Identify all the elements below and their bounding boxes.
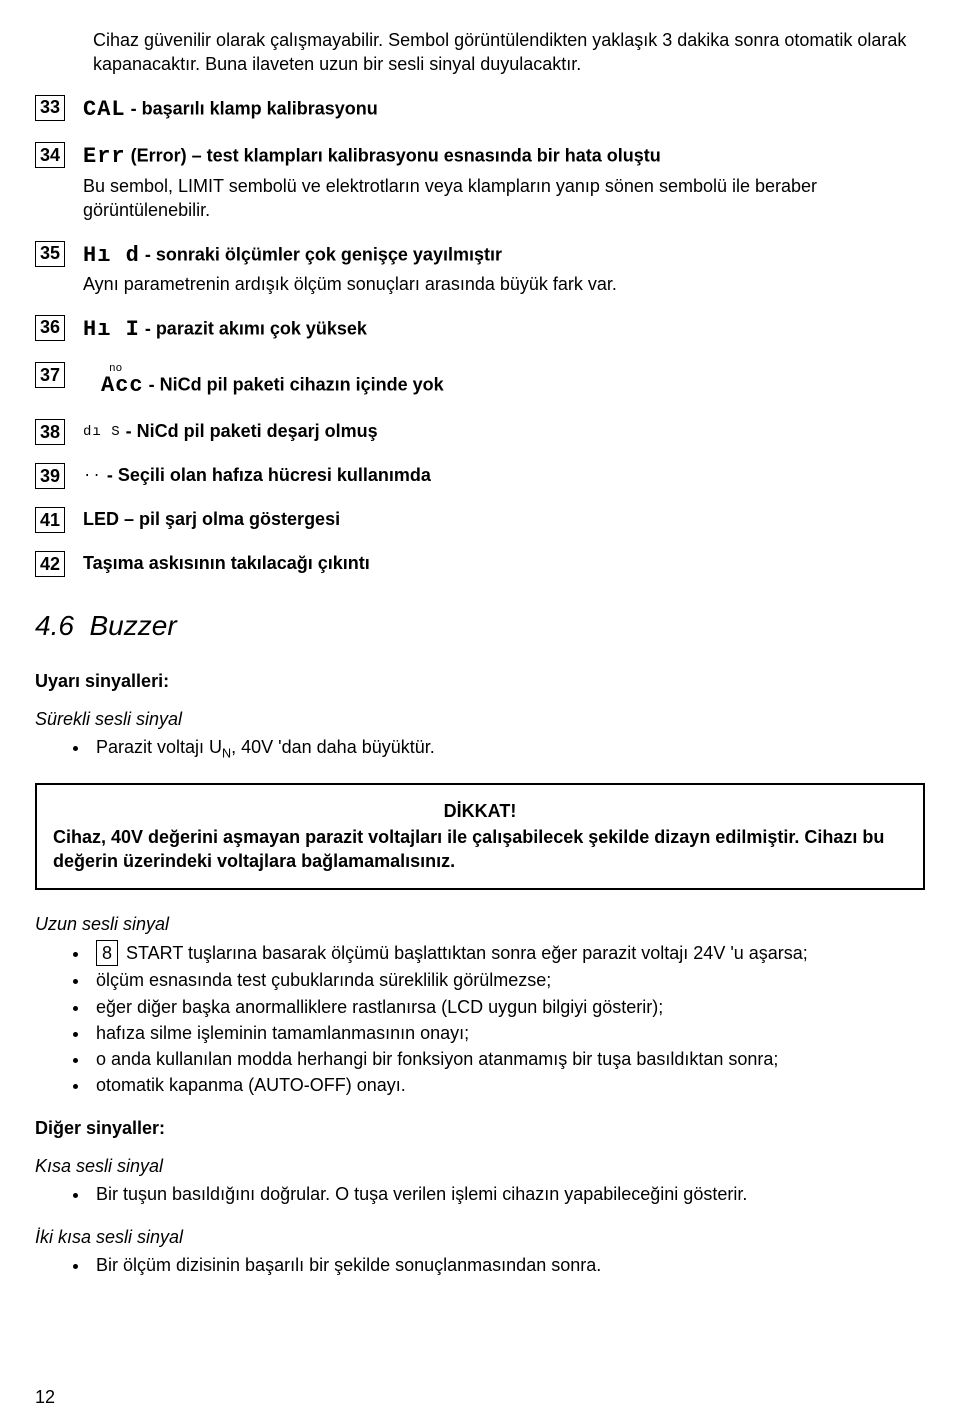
- display-symbol: Acc: [101, 373, 144, 398]
- item-sub-description: Bu sembol, LIMIT sembolü ve elektrotları…: [83, 174, 925, 223]
- item-description: sonraki ölçümler çok genişçe yayılmıştır: [156, 244, 502, 264]
- item-sub-description: Aynı parametrenin ardışık ölçüm sonuçlar…: [83, 272, 925, 296]
- list-item: o anda kullanılan modda herhangi bir fon…: [90, 1047, 925, 1071]
- item-line: Acc - NiCd pil paketi cihazın içinde yok: [83, 371, 925, 401]
- item-number-box: 41: [35, 507, 65, 533]
- continuous-signal-title: Sürekli sesli sinyal: [35, 707, 925, 731]
- warning-box: DİKKAT! Cihaz, 40V değerini aşmayan para…: [35, 783, 925, 890]
- list-item: Parazit voltajı UN, 40V 'dan daha büyükt…: [90, 735, 925, 763]
- display-symbol: dı S: [83, 424, 121, 440]
- separator: -: [140, 244, 156, 264]
- warning-text: Cihaz, 40V değerini aşmayan parazit volt…: [53, 825, 907, 874]
- item-line: dı S - NiCd pil paketi deşarj olmuş: [83, 419, 925, 443]
- item-body: LED – pil şarj olma göstergesi: [83, 507, 925, 531]
- numbered-item: 34 Err (Error) – test klampları kalibrasy…: [35, 142, 925, 222]
- item-body: Taşıma askısının takılacağı çıkıntı: [83, 551, 925, 575]
- item-number-box: 38: [35, 419, 65, 445]
- numbered-item: 33 CAL - başarılı klamp kalibrasyonu: [35, 95, 925, 125]
- item-body: Err (Error) – test klampları kalibrasyon…: [83, 142, 925, 222]
- warning-title: DİKKAT!: [53, 799, 907, 823]
- numbered-item: 42 Taşıma askısının takılacağı çıkıntı: [35, 551, 925, 577]
- list-item: eğer diğer başka anormalliklere rastlanı…: [90, 995, 925, 1019]
- item-line: CAL - başarılı klamp kalibrasyonu: [83, 95, 925, 125]
- items-list: 33 CAL - başarılı klamp kalibrasyonu 34 Err…: [35, 95, 925, 577]
- text: , 40V 'dan daha büyüktür.: [231, 737, 435, 757]
- item-body: Hı d - sonraki ölçümler çok genişçe yayı…: [83, 241, 925, 297]
- long-bullets: 8 START tuşlarına basarak ölçümü başlatt…: [35, 940, 925, 1098]
- item-number-box: 37: [35, 362, 65, 388]
- item-body: ·· - Seçili olan hafıza hücresi kullanım…: [83, 463, 925, 487]
- item-description: NiCd pil paketi cihazın içinde yok: [160, 375, 444, 395]
- numbered-item: 38 dı S - NiCd pil paketi deşarj olmuş: [35, 419, 925, 445]
- item-description: parazit akımı çok yüksek: [156, 318, 367, 338]
- numbered-item: 35 Hı d - sonraki ölçümler çok genişçe ya…: [35, 241, 925, 297]
- item-line: Taşıma askısının takılacağı çıkıntı: [83, 551, 925, 575]
- separator: -: [126, 98, 142, 118]
- item-plain-text: Taşıma askısının takılacağı çıkıntı: [83, 553, 370, 573]
- list-item: 8 START tuşlarına basarak ölçümü başlatt…: [90, 940, 925, 966]
- display-symbol: Hı d: [83, 243, 140, 268]
- display-symbol: Hı I: [83, 317, 140, 342]
- list-item: ölçüm esnasında test çubuklarında sürekl…: [90, 968, 925, 992]
- section-number: 4.6: [35, 610, 74, 641]
- separator: -: [121, 421, 137, 441]
- display-symbol: Err: [83, 144, 126, 169]
- long-signal-title: Uzun sesli sinyal: [35, 912, 925, 936]
- text: START tuşlarına basarak ölçümü başlattık…: [126, 943, 808, 963]
- numbered-item: 37 noAcc - NiCd pil paketi cihazın içinde…: [35, 362, 925, 401]
- item-line: Hı d - sonraki ölçümler çok genişçe yayı…: [83, 241, 925, 271]
- numbered-item: 41 LED – pil şarj olma göstergesi: [35, 507, 925, 533]
- list-item: hafıza silme işleminin tamamlanmasının o…: [90, 1021, 925, 1045]
- item-line: Err (Error) – test klampları kalibrasyon…: [83, 142, 925, 172]
- subscript: N: [222, 747, 231, 761]
- item-line: LED – pil şarj olma göstergesi: [83, 507, 925, 531]
- intro-text: Cihaz güvenilir olarak çalışmayabilir. S…: [35, 28, 925, 77]
- other-signals-label: Diğer sinyaller:: [35, 1116, 925, 1140]
- display-symbol: ··: [83, 468, 102, 484]
- item-body: noAcc - NiCd pil paketi cihazın içinde y…: [83, 362, 925, 401]
- section-title-text: Buzzer: [90, 610, 177, 641]
- continuous-bullets: Parazit voltajı UN, 40V 'dan daha büyükt…: [35, 735, 925, 763]
- item-body: Hı I - parazit akımı çok yüksek: [83, 315, 925, 345]
- item-number-box: 42: [35, 551, 65, 577]
- item-line: Hı I - parazit akımı çok yüksek: [83, 315, 925, 345]
- keycap-8: 8: [96, 940, 118, 966]
- item-body: dı S - NiCd pil paketi deşarj olmuş: [83, 419, 925, 443]
- list-item: otomatik kapanma (AUTO-OFF) onayı.: [90, 1073, 925, 1097]
- numbered-item: 36 Hı I - parazit akımı çok yüksek: [35, 315, 925, 345]
- separator: -: [140, 318, 156, 338]
- list-item: Bir ölçüm dizisinin başarılı bir şekilde…: [90, 1253, 925, 1277]
- list-item: Bir tuşun basıldığını doğrular. O tuşa v…: [90, 1182, 925, 1206]
- short-bullets: Bir tuşun basıldığını doğrular. O tuşa v…: [35, 1182, 925, 1206]
- numbered-item: 39 ·· - Seçili olan hafıza hücresi kullan…: [35, 463, 925, 489]
- two-short-signal-title: İki kısa sesli sinyal: [35, 1225, 925, 1249]
- item-description: NiCd pil paketi deşarj olmuş: [137, 421, 378, 441]
- item-number-box: 34: [35, 142, 65, 168]
- item-number-box: 35: [35, 241, 65, 267]
- item-plain-text: LED – pil şarj olma göstergesi: [83, 509, 340, 529]
- item-line: ·· - Seçili olan hafıza hücresi kullanım…: [83, 463, 925, 487]
- text: Parazit voltajı U: [96, 737, 222, 757]
- page-number: 12: [35, 1385, 55, 1409]
- item-body: CAL - başarılı klamp kalibrasyonu: [83, 95, 925, 125]
- short-signal-title: Kısa sesli sinyal: [35, 1154, 925, 1178]
- item-number-box: 33: [35, 95, 65, 121]
- separator: -: [144, 375, 160, 395]
- item-description: Seçili olan hafıza hücresi kullanımda: [118, 465, 431, 485]
- item-description: başarılı klamp kalibrasyonu: [142, 98, 378, 118]
- item-description: (Error) – test klampları kalibrasyonu es…: [131, 146, 661, 166]
- item-number-box: 39: [35, 463, 65, 489]
- display-symbol: CAL: [83, 97, 126, 122]
- section-heading: 4.6 Buzzer: [35, 607, 925, 645]
- item-number-box: 36: [35, 315, 65, 341]
- separator: -: [102, 465, 118, 485]
- two-short-bullets: Bir ölçüm dizisinin başarılı bir şekilde…: [35, 1253, 925, 1277]
- warning-signals-label: Uyarı sinyalleri:: [35, 669, 925, 693]
